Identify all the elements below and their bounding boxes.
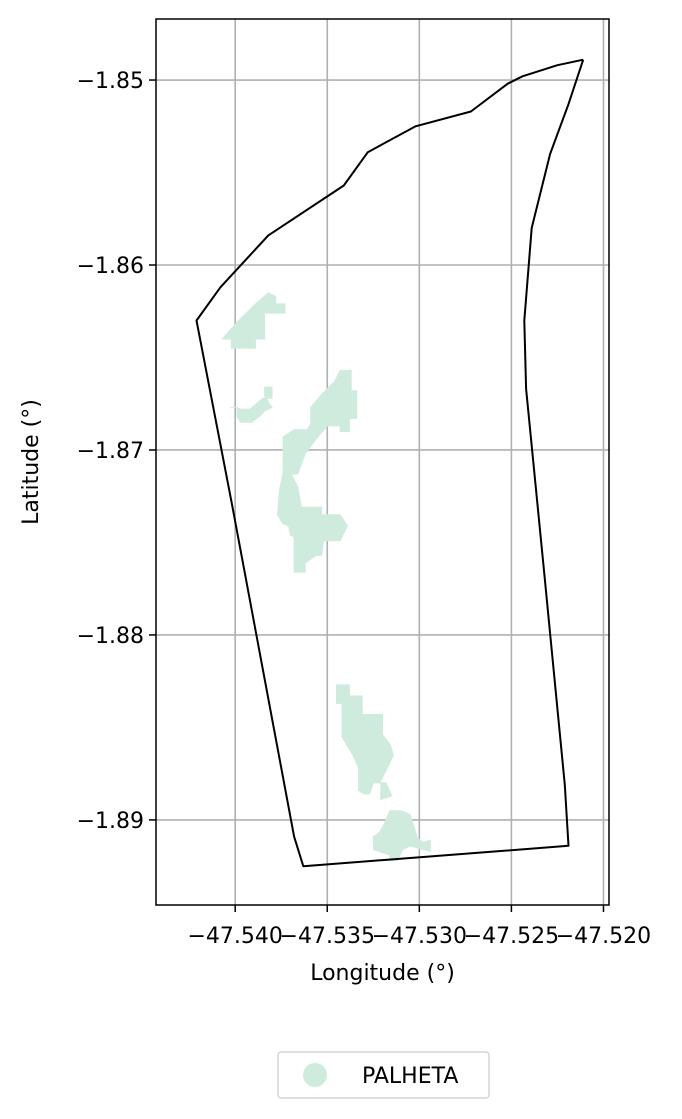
palheta-polygon	[372, 810, 431, 862]
grid-lines	[156, 19, 609, 905]
x-tick-label: −47.525	[464, 924, 559, 949]
y-tick-label: −1.85	[77, 69, 144, 94]
y-axis-label: Latitude (°)	[19, 399, 44, 525]
palheta-polygon	[336, 684, 395, 801]
plot-frame	[155, 18, 610, 906]
axis-ticks: −47.540−47.535−47.530−47.525−47.520 −1.85…	[77, 69, 652, 949]
legend-frame	[277, 1051, 490, 1099]
palheta-polygon	[282, 369, 358, 475]
x-tick-label: −47.530	[372, 924, 467, 949]
y-tick-label: −1.86	[77, 254, 144, 279]
y-tick-label: −1.89	[77, 809, 144, 834]
y-tick-label: −1.87	[77, 439, 144, 464]
palheta-areas	[221, 292, 431, 862]
x-axis-label: Longitude (°)	[310, 961, 455, 986]
x-tick-label: −47.520	[556, 924, 651, 949]
x-tick-label: −47.540	[187, 924, 282, 949]
boundary-outline	[195, 58, 585, 868]
legend-label-palheta: PALHETA	[362, 1064, 458, 1089]
x-tick-label: −47.535	[280, 924, 375, 949]
boundary-line	[195, 58, 585, 868]
palheta-polygon	[229, 386, 273, 423]
legend-marker-palheta	[303, 1063, 327, 1087]
y-tick-label: −1.88	[77, 624, 144, 649]
palheta-polygon	[221, 292, 286, 349]
legend: PALHETA	[277, 1051, 490, 1099]
palheta-polygon	[276, 471, 349, 573]
